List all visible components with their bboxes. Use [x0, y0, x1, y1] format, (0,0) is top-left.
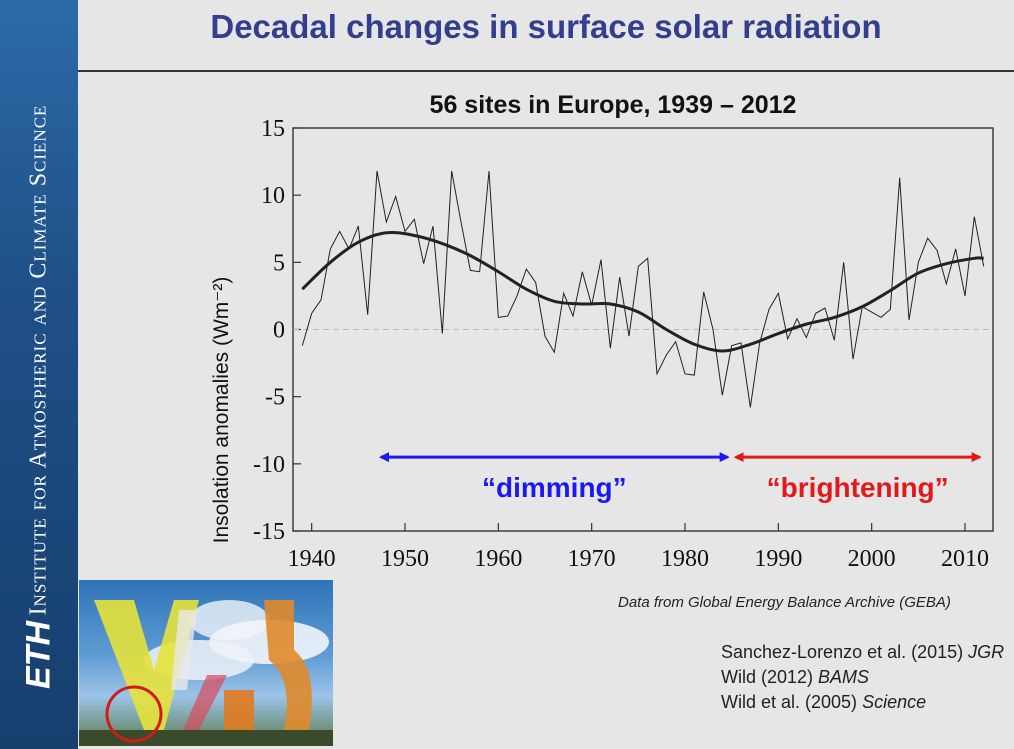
- series-layer: [301, 170, 985, 408]
- y-tick-label: -15: [253, 519, 285, 545]
- y-tick-label: -5: [265, 385, 285, 411]
- reference-1: Sanchez-Lorenzo et al. (2015) JGR: [721, 642, 1005, 662]
- eth-logo: ETH: [19, 621, 58, 689]
- annual-anomaly-line: [301, 170, 985, 408]
- reference-2: Wild (2012) BAMS: [721, 667, 870, 687]
- institute-label: Institute for Atmospheric and Climate Sc…: [25, 104, 52, 616]
- x-tick-label: 1980: [661, 546, 709, 572]
- y-axis-label: Insolation anomalies (Wm⁻²): [210, 277, 233, 544]
- x-tick-label: 2000: [848, 546, 896, 572]
- x-tick-label: 1960: [474, 546, 522, 572]
- smoothed-trend-line: [301, 230, 984, 353]
- y-tick-label: 5: [273, 250, 285, 276]
- dimming-label: “dimming”: [482, 472, 627, 503]
- chart-title: 56 sites in Europe, 1939 – 2012: [430, 91, 797, 119]
- x-tick-label: 2010: [941, 546, 989, 572]
- energy-balance-diagram-image: [79, 600, 333, 746]
- x-tick-label: 1990: [754, 546, 802, 572]
- y-tick-label: 10: [261, 183, 285, 209]
- reference-3: Wild et al. (2005) Science: [721, 692, 927, 712]
- brightening-label: “brightening”: [767, 472, 949, 503]
- data-source-note: Data from Global Energy Balance Archive …: [618, 594, 951, 611]
- y-tick-label: 15: [261, 116, 285, 142]
- energy-balance-thumbnail: [79, 580, 333, 746]
- annotation-layer: “dimming” “brightening”: [379, 452, 982, 503]
- y-axis-ticks: 15 10 5 0 -5 -10 -15: [253, 116, 301, 545]
- slide-title: Decadal changes in surface solar radiati…: [210, 8, 882, 45]
- x-tick-label: 1950: [381, 546, 429, 572]
- x-axis-ticks: 1940 1950 1960 1970 1980 1990 2000 2010: [288, 523, 989, 572]
- x-tick-label: 1940: [288, 546, 336, 572]
- insolation-chart: 56 sites in Europe, 1939 – 2012 Insolati…: [210, 91, 994, 572]
- y-tick-label: -10: [253, 452, 285, 478]
- x-tick-label: 1970: [568, 546, 616, 572]
- y-tick-label: 0: [273, 318, 285, 344]
- references-block: Sanchez-Lorenzo et al. (2015) JGR Wild (…: [721, 640, 1004, 715]
- title-divider: [78, 70, 1014, 72]
- sidebar-banner: Institute for Atmospheric and Climate Sc…: [0, 0, 78, 749]
